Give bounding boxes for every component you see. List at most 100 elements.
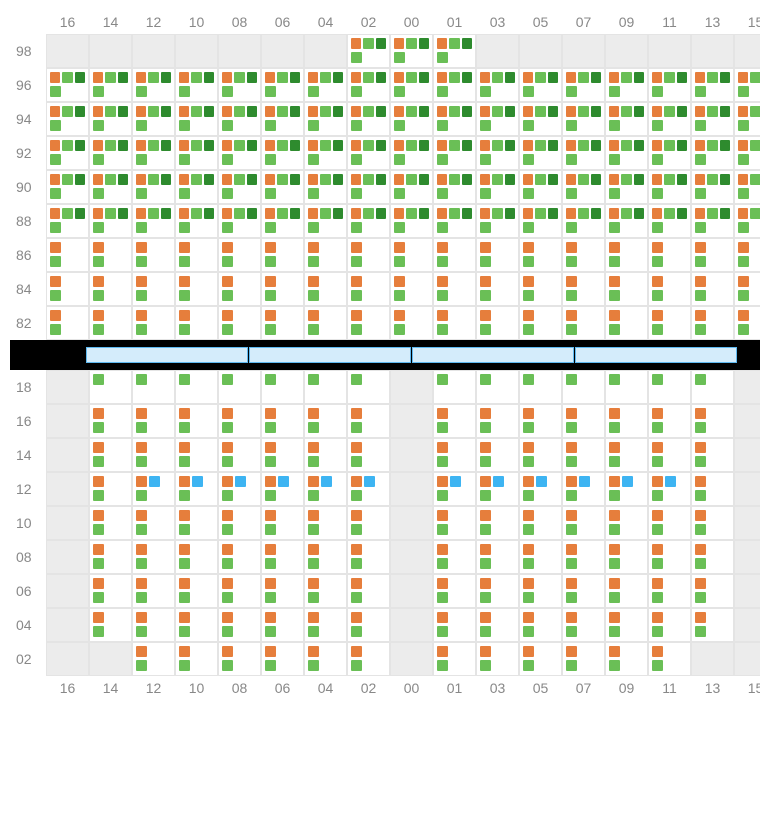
darkgreen-indicator [462,174,472,185]
grid-cell [46,306,89,340]
lightgreen-indicator [148,72,158,83]
row-label: 06 [10,583,46,599]
grid-cell [175,272,218,306]
column-label: 13 [691,676,734,700]
lightgreen-indicator [234,174,244,185]
lightgreen-indicator [351,374,362,385]
orange-indicator [566,140,576,151]
grid-cell [519,540,562,574]
blue-indicator [192,476,203,487]
darkgreen-indicator [505,106,515,117]
lightgreen-indicator [449,174,459,185]
grid-cell [46,272,89,306]
grid-cell [89,642,132,676]
column-label: 13 [691,10,734,34]
orange-indicator [265,408,276,419]
grid-row: 1818 [10,370,760,404]
lightgreen-indicator [265,456,276,467]
orange-indicator [480,442,491,453]
orange-indicator [136,242,147,253]
orange-indicator [480,106,490,117]
grid-cell [46,574,89,608]
grid-cell [433,68,476,102]
grid-cell [218,642,261,676]
lightgreen-indicator [652,374,663,385]
column-label: 07 [562,676,605,700]
grid-cell [519,306,562,340]
orange-indicator [222,140,232,151]
grid-cell [304,102,347,136]
column-label: 08 [218,10,261,34]
lightgreen-indicator [136,86,147,97]
lightgreen-indicator [449,208,459,219]
orange-indicator [265,510,276,521]
darkgreen-indicator [634,208,644,219]
lightgreen-indicator [480,290,491,301]
divider-segment [249,347,411,363]
lightgreen-indicator [652,256,663,267]
lightgreen-indicator [695,86,706,97]
lightgreen-indicator [105,72,115,83]
blue-indicator [493,476,504,487]
lightgreen-indicator [93,456,104,467]
orange-indicator [93,106,103,117]
grid-cell [304,306,347,340]
orange-indicator [695,140,705,151]
grid-cell [691,608,734,642]
grid-cell [734,472,760,506]
darkgreen-indicator [161,72,171,83]
lightgreen-indicator [695,222,706,233]
grid-cell [304,204,347,238]
lightgreen-indicator [523,324,534,335]
lightgreen-indicator [480,324,491,335]
grid-cell [476,506,519,540]
darkgreen-indicator [634,106,644,117]
lightgreen-indicator [480,188,491,199]
lightgreen-indicator [93,222,104,233]
darkgreen-indicator [247,140,257,151]
lightgreen-indicator [738,154,749,165]
row-label: 08 [10,549,46,565]
column-label: 00 [390,10,433,34]
lightgreen-indicator [179,422,190,433]
darkgreen-indicator [333,174,343,185]
darkgreen-indicator [204,140,214,151]
lightgreen-indicator [234,140,244,151]
lightgreen-indicator [394,256,405,267]
darkgreen-indicator [333,106,343,117]
darkgreen-indicator [505,208,515,219]
lightgreen-indicator [351,626,362,637]
darkgreen-indicator [376,72,386,83]
grid-cell [390,272,433,306]
lightgreen-indicator [652,154,663,165]
orange-indicator [308,544,319,555]
lightgreen-indicator [480,626,491,637]
lightgreen-indicator [480,422,491,433]
orange-indicator [695,72,705,83]
grid-cell [605,404,648,438]
column-label: 01 [433,676,476,700]
divider-segment [412,347,574,363]
grid-cell [218,102,261,136]
darkgreen-indicator [591,106,601,117]
orange-indicator [480,612,491,623]
darkgreen-indicator [75,174,85,185]
lightgreen-indicator [566,660,577,671]
lightgreen-indicator [523,290,534,301]
grid-cell [261,540,304,574]
grid-cell [562,438,605,472]
lightgreen-indicator [351,490,362,501]
grid-cell [304,540,347,574]
orange-indicator [609,310,620,321]
darkgreen-indicator [333,72,343,83]
orange-indicator [437,578,448,589]
lightgreen-indicator [449,106,459,117]
lightgreen-indicator [222,188,233,199]
lightgreen-indicator [265,626,276,637]
grid-cell [261,370,304,404]
orange-indicator [351,208,361,219]
lightgreen-indicator [523,456,534,467]
lightgreen-indicator [750,208,760,219]
grid-cell [89,34,132,68]
grid-cell [347,306,390,340]
